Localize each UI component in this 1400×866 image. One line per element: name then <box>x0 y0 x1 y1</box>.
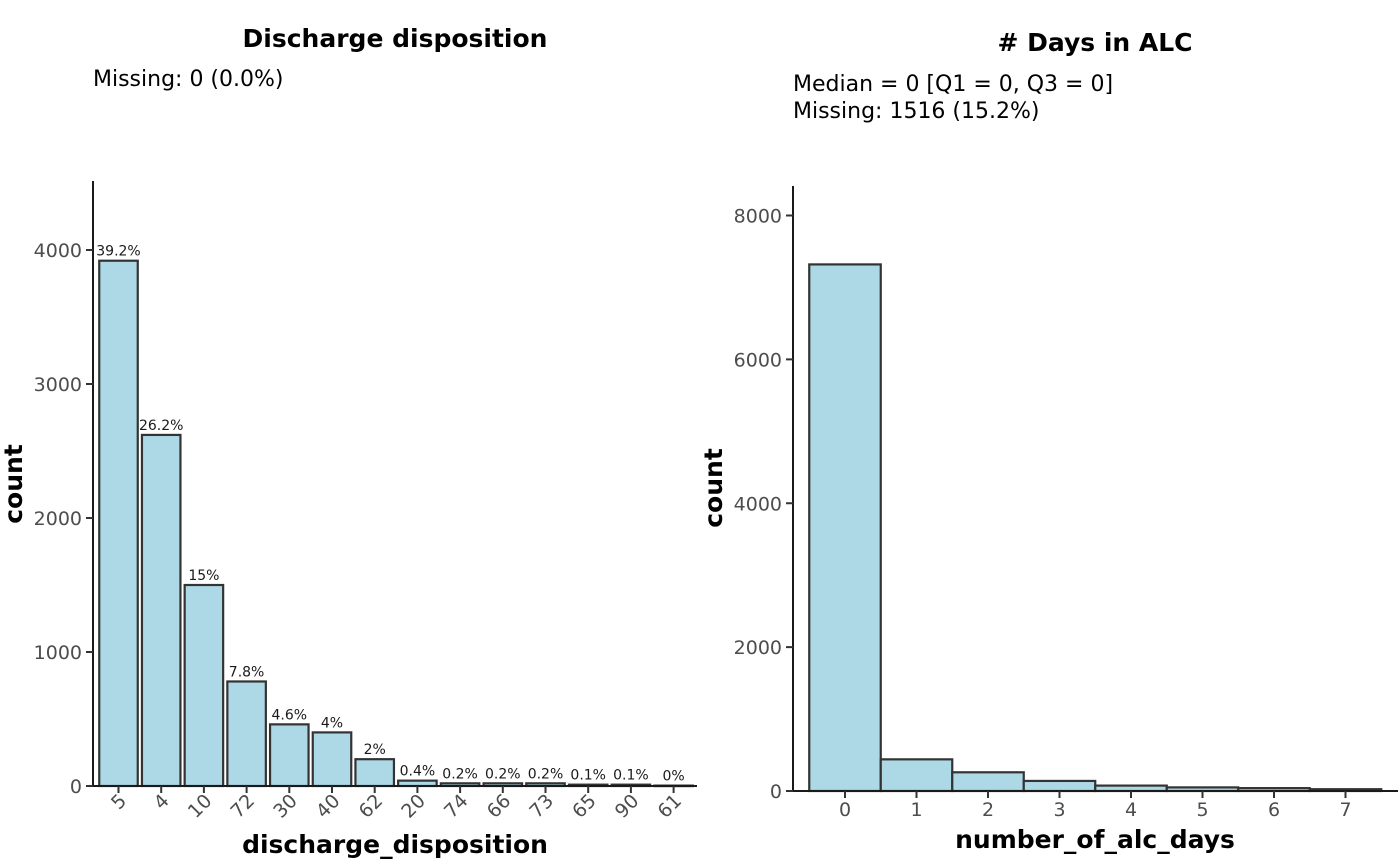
right-y-tick-label: 0 <box>770 781 782 803</box>
right-x-tick-label: 5 <box>1196 799 1208 821</box>
left-bar <box>140 433 182 788</box>
left-x-axis-title: discharge_disposition <box>242 830 548 859</box>
left-bar-data-label: 0% <box>662 769 684 785</box>
left-y-tick-label: 0 <box>70 776 82 798</box>
left-x-tick-label: 5 <box>107 790 131 814</box>
right-x-ticks: 0 1 2 3 4 5 6 7 <box>839 791 1352 821</box>
left-bar-data-label: 0.1% <box>613 768 649 784</box>
left-bar-data-label: 0.2% <box>485 766 521 782</box>
left-panel: Discharge disposition Missing: 0 (0.0%) … <box>0 24 697 859</box>
left-chart-subtitle-line-1: Missing: 0 (0.0%) <box>93 67 284 92</box>
left-data-labels: 39.2% 26.2% 15% 7.8% 4.6% 4% 2% 0.4% 0.2% 0.2% 0.2… <box>96 244 684 785</box>
left-x-tick-label: 4 <box>150 790 174 814</box>
left-x-tick-label: 30 <box>269 790 302 823</box>
left-bar-data-label: 0.4% <box>400 764 436 780</box>
left-bar-data-label: 26.2% <box>139 418 183 434</box>
left-x-tick-label: 73 <box>525 790 558 823</box>
left-bar <box>311 731 353 788</box>
right-x-tick-label: 3 <box>1053 799 1065 821</box>
right-bar <box>808 263 882 793</box>
right-x-tick-label: 1 <box>910 799 922 821</box>
left-x-ticks: 5 4 10 72 30 40 62 20 74 66 73 65 90 61 <box>107 786 686 823</box>
left-x-tick-label: 74 <box>440 790 473 823</box>
left-bar <box>268 723 310 788</box>
left-x-tick-label: 72 <box>226 790 259 823</box>
left-y-tick-label: 3000 <box>34 374 82 396</box>
right-chart-subtitle-line-2: Missing: 1516 (15.2%) <box>793 99 1039 124</box>
left-x-tick-label: 20 <box>397 790 430 823</box>
left-x-tick-label: 61 <box>653 790 686 823</box>
right-y-tick-label: 6000 <box>734 349 782 371</box>
left-bar-data-label: 4% <box>321 715 343 731</box>
right-chart-subtitle-line-1: Median = 0 [Q1 = 0, Q3 = 0] <box>793 72 1113 97</box>
left-x-tick-label: 66 <box>483 790 516 823</box>
right-y-tick-label: 8000 <box>734 206 782 228</box>
left-y-axis-title: count <box>0 444 28 524</box>
right-y-tick-label: 4000 <box>734 493 782 515</box>
left-y-tick-label: 1000 <box>34 642 82 664</box>
left-y-ticks: 0 1000 2000 3000 4000 <box>34 240 93 798</box>
left-bar-data-label: 0.2% <box>528 766 564 782</box>
right-x-tick-label: 2 <box>982 799 994 821</box>
right-y-tick-label: 2000 <box>734 637 782 659</box>
right-bar <box>879 758 954 793</box>
left-bar <box>98 259 139 788</box>
left-y-tick-label: 2000 <box>34 508 82 530</box>
left-x-tick-label: 62 <box>355 790 388 823</box>
left-bar-data-label: 15% <box>188 568 219 584</box>
left-bar <box>354 758 396 788</box>
left-bar-data-label: 7.8% <box>229 664 265 680</box>
left-x-tick-label: 40 <box>312 790 345 823</box>
left-x-tick-label: 10 <box>184 790 217 823</box>
left-bar-data-label: 0.2% <box>442 766 478 782</box>
right-x-axis-title: number_of_alc_days <box>955 825 1235 854</box>
left-bar-data-label: 39.2% <box>96 244 140 260</box>
left-bar-data-label: 4.6% <box>272 707 308 723</box>
left-x-tick-label: 65 <box>568 790 601 823</box>
right-x-tick-label: 6 <box>1268 799 1280 821</box>
left-bar <box>226 680 267 788</box>
left-y-tick-label: 4000 <box>34 240 82 262</box>
right-x-tick-label: 7 <box>1339 799 1351 821</box>
right-y-ticks: 0 2000 4000 6000 8000 <box>734 206 793 803</box>
right-x-tick-label: 4 <box>1125 799 1137 821</box>
right-panel: # Days in ALC Median = 0 [Q1 = 0, Q3 = 0… <box>699 28 1398 854</box>
right-bar <box>951 771 1025 793</box>
right-y-axis-title: count <box>699 448 728 528</box>
left-bar-data-label: 0.1% <box>570 768 606 784</box>
left-chart-title: Discharge disposition <box>243 24 548 53</box>
left-bars <box>98 259 694 788</box>
left-x-tick-label: 90 <box>611 790 644 823</box>
left-bar-data-label: 2% <box>364 742 386 758</box>
right-chart-title: # Days in ALC <box>997 28 1192 57</box>
right-bar <box>1022 779 1097 793</box>
right-bars <box>808 263 1383 793</box>
right-x-tick-label: 0 <box>839 799 851 821</box>
left-bar <box>183 583 225 788</box>
